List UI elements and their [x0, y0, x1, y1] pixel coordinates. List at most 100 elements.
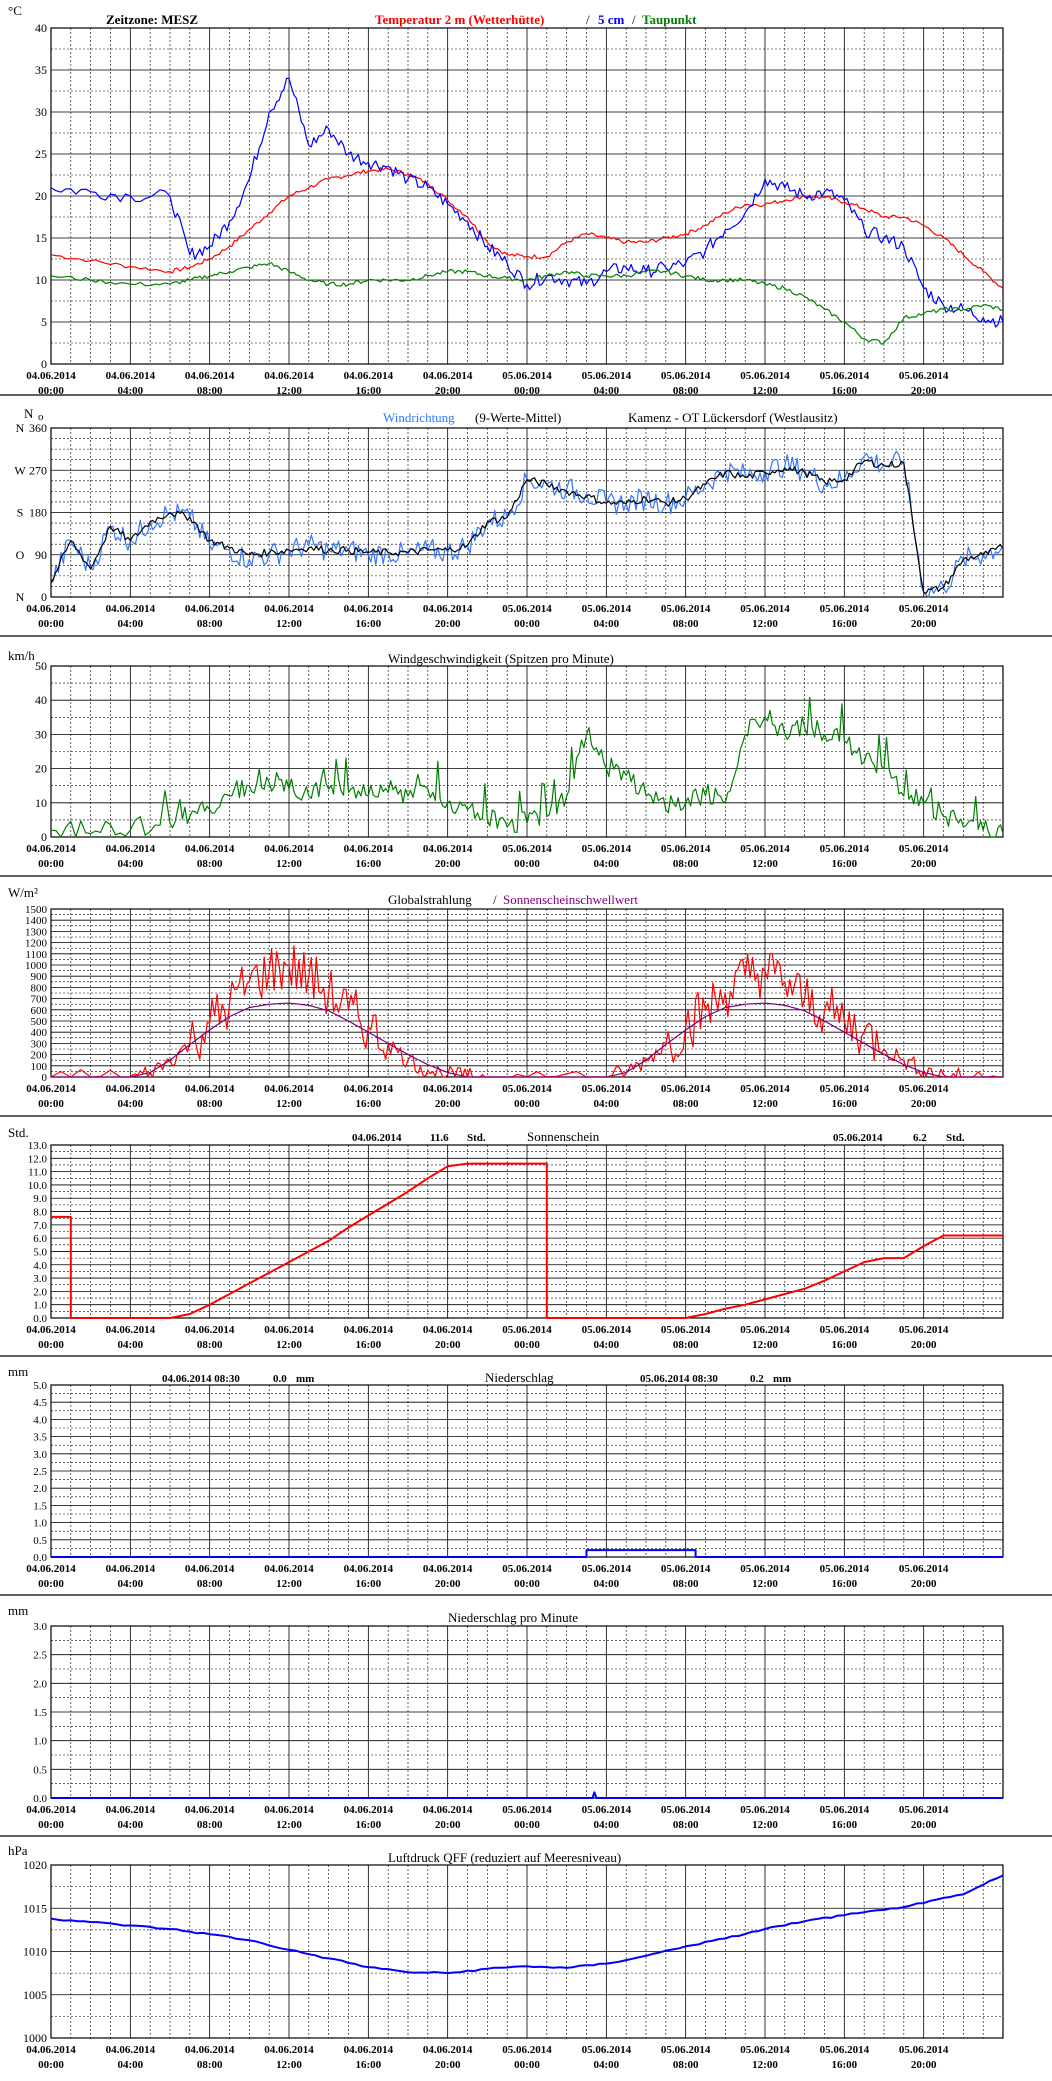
- y-tick-label: 5.0: [33, 1246, 47, 1258]
- x-tick-time: 20:00: [435, 1819, 461, 1831]
- unit-label: W/m²: [8, 885, 38, 900]
- x-tick-date: 04.06.2014: [423, 603, 473, 615]
- x-tick-date: 05.06.2014: [899, 1324, 949, 1336]
- x-tick-date: 04.06.2014: [264, 1324, 314, 1336]
- x-tick-time: 00:00: [514, 618, 540, 630]
- y-tick-label: 12.0: [28, 1153, 48, 1165]
- x-tick-date: 05.06.2014: [820, 370, 870, 382]
- x-tick-time: 12:00: [276, 1819, 302, 1831]
- x-tick-date: 05.06.2014: [820, 1563, 870, 1575]
- x-tick-time: 04:00: [117, 618, 143, 630]
- series-line-blue: [51, 1549, 1003, 1558]
- unit-label-2: o: [38, 411, 44, 423]
- x-tick-date: 05.06.2014: [661, 1083, 711, 1095]
- x-tick-time: 16:00: [831, 618, 857, 630]
- y-tick-label: 800: [31, 982, 48, 994]
- x-tick-date: 05.06.2014: [582, 1324, 632, 1336]
- y-tick-label: 270: [29, 463, 47, 477]
- x-tick-date: 04.06.2014: [26, 1083, 76, 1095]
- series-line-green: [50, 696, 1004, 838]
- sum-value-1: 11.6: [430, 1132, 449, 1144]
- station-label: Kamenz - OT Lückersdorf (Westlausitz): [628, 410, 838, 425]
- x-tick-date: 05.06.2014: [661, 1324, 711, 1336]
- panel-precipitation-per-minute: 0.0 0.5 1.0 1.5 2.0 2.5 3.0 04.06.2014 00:00 04.0…: [0, 1603, 1052, 1837]
- y-tick-label: 3.0: [33, 1449, 47, 1461]
- legend-dewpoint: Taupunkt: [642, 12, 697, 27]
- y-tick-label: 200: [31, 1050, 48, 1062]
- x-tick-date: 05.06.2014: [740, 1563, 790, 1575]
- x-tick-date: 04.06.2014: [106, 1324, 156, 1336]
- y-tick-label: 4.0: [33, 1414, 47, 1426]
- y-dir-label: W: [14, 463, 26, 477]
- y-tick-label: 1.0: [33, 1300, 47, 1312]
- y-tick-label: 35: [35, 63, 47, 77]
- y-tick-label: 1.0: [33, 1736, 47, 1748]
- x-tick-date: 05.06.2014: [899, 843, 949, 855]
- x-tick-date: 04.06.2014: [106, 370, 156, 382]
- x-tick-time: 04:00: [593, 858, 619, 870]
- x-tick-date: 04.06.2014: [423, 1804, 473, 1816]
- x-tick-date: 04.06.2014: [26, 603, 76, 615]
- x-tick-time: 00:00: [514, 858, 540, 870]
- x-tick-time: 16:00: [831, 385, 857, 397]
- plot-frame: [50, 27, 1004, 365]
- x-tick-time: 08:00: [197, 1098, 223, 1110]
- x-tick-date: 04.06.2014: [185, 843, 235, 855]
- y-tick-label: 300: [31, 1038, 48, 1050]
- x-tick-time: 00:00: [514, 1098, 540, 1110]
- y-dir-label: N: [16, 590, 25, 604]
- x-tick-time: 08:00: [197, 1578, 223, 1590]
- x-tick-date: 04.06.2014: [423, 2044, 473, 2056]
- x-tick-time: 20:00: [911, 385, 937, 397]
- x-tick-date: 05.06.2014: [661, 843, 711, 855]
- x-tick-date: 04.06.2014: [26, 843, 76, 855]
- unit-label: mm: [8, 1603, 28, 1618]
- x-tick-date: 05.06.2014: [502, 1563, 552, 1575]
- x-tick-time: 00:00: [38, 618, 64, 630]
- x-tick-date: 04.06.2014: [106, 2044, 156, 2056]
- plot-frame: [50, 427, 1004, 598]
- x-tick-time: 00:00: [38, 1339, 64, 1351]
- y-tick-label: 20: [35, 762, 47, 776]
- x-tick-time: 20:00: [435, 385, 461, 397]
- y-tick-label: 7.0: [33, 1220, 47, 1232]
- x-tick-date: 04.06.2014: [185, 1083, 235, 1095]
- legend-temp-5cm: 5 cm: [598, 12, 625, 27]
- y-dir-label: O: [16, 548, 25, 562]
- x-tick-date: 04.06.2014: [344, 370, 394, 382]
- sum-value-2: 6.2: [913, 1132, 927, 1144]
- x-tick-time: 20:00: [911, 2059, 937, 2071]
- x-tick-time: 04:00: [593, 618, 619, 630]
- x-tick-date: 04.06.2014: [106, 843, 156, 855]
- x-tick-time: 12:00: [752, 618, 778, 630]
- x-tick-time: 04:00: [593, 1819, 619, 1831]
- chart-title: Windgeschwindigkeit (Spitzen pro Minute): [388, 651, 614, 666]
- sum-unit-1: mm: [296, 1373, 314, 1385]
- x-tick-date: 04.06.2014: [344, 1563, 394, 1575]
- y-tick-label: 1500: [25, 904, 48, 916]
- x-tick-time: 12:00: [276, 858, 302, 870]
- x-tick-time: 16:00: [831, 1578, 857, 1590]
- x-tick-time: 04:00: [593, 1339, 619, 1351]
- x-tick-time: 12:00: [276, 1098, 302, 1110]
- x-tick-time: 08:00: [673, 1819, 699, 1831]
- x-tick-time: 08:00: [673, 385, 699, 397]
- x-tick-time: 04:00: [117, 2059, 143, 2071]
- panel-sunshine: 0.01.0 2.03.04.0 5.06.07.08.0 9.010.011.0 12…: [0, 1125, 1052, 1357]
- x-tick-time: 04:00: [117, 1339, 143, 1351]
- y-tick-label: 0: [41, 830, 47, 844]
- y-tick-label: 10: [35, 796, 47, 810]
- x-tick-time: 20:00: [911, 1098, 937, 1110]
- x-tick-time: 04:00: [117, 1819, 143, 1831]
- x-tick-date: 04.06.2014: [423, 1324, 473, 1336]
- y-tick-label: 1015: [23, 1901, 47, 1915]
- y-tick-label: 10.0: [28, 1180, 48, 1192]
- x-tick-time: 20:00: [911, 1339, 937, 1351]
- x-tick-date: 04.06.2014: [344, 1083, 394, 1095]
- x-tick-time: 08:00: [673, 1339, 699, 1351]
- x-tick-date: 04.06.2014: [185, 1324, 235, 1336]
- x-tick-date: 04.06.2014: [423, 370, 473, 382]
- x-tick-time: 12:00: [752, 385, 778, 397]
- panel-precipitation: 0.0 0.5 1.0 1.5 2.0 2.5 3.0 3.5 4.0 4.5 5.0 04.06.2…: [0, 1364, 1052, 1596]
